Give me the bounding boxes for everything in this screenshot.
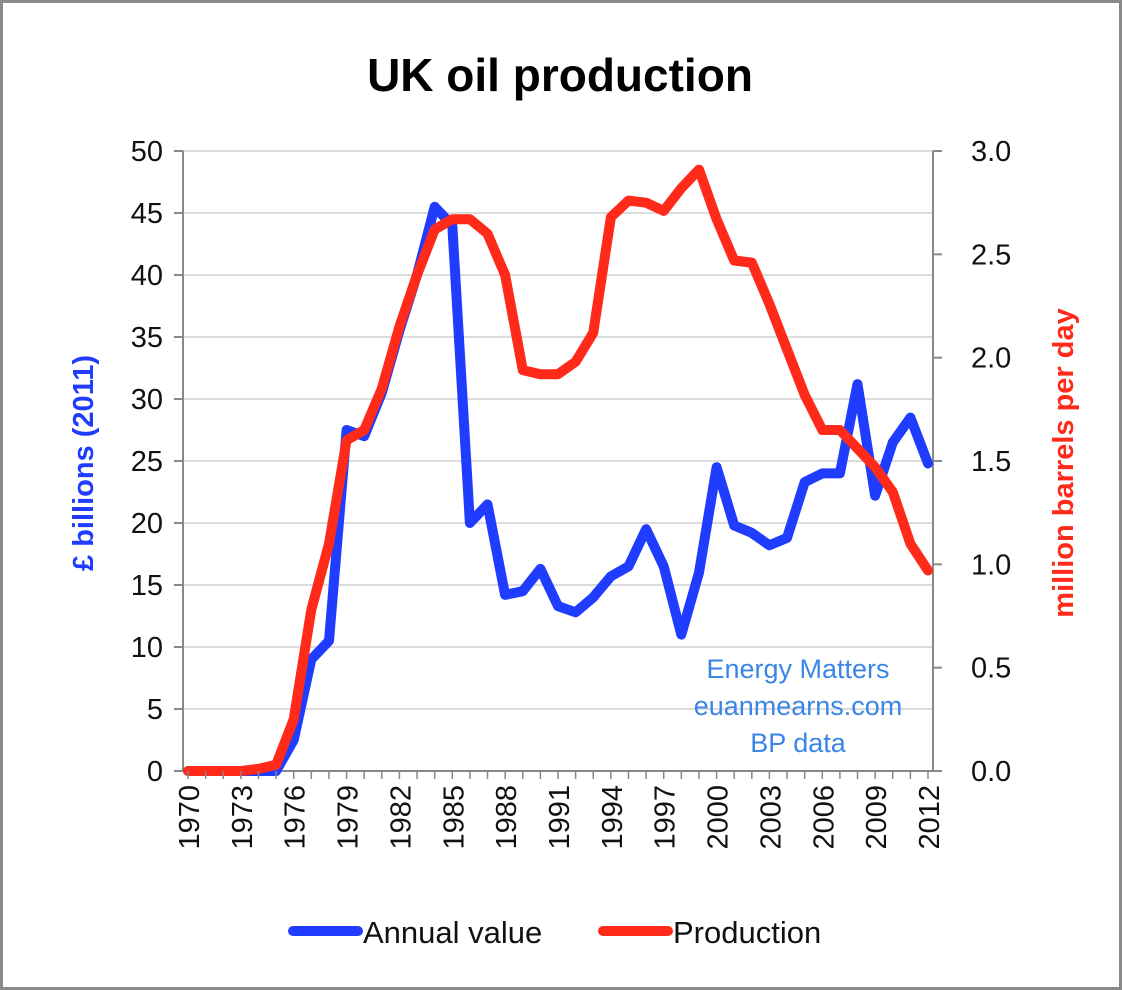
y-left-tick-label: 0 — [147, 756, 163, 788]
annotation-line: BP data — [750, 728, 847, 758]
annotation-line: Energy Matters — [706, 654, 889, 684]
production-line — [183, 164, 933, 776]
y-right-tick-label: 1.5 — [971, 446, 1011, 478]
x-tick-label: 1976 — [280, 785, 312, 850]
x-tick-label: 1982 — [385, 785, 417, 850]
y-left-ticks: 0 5 10 15 20 25 30 35 40 45 50 — [131, 136, 183, 788]
y-left-axis-label: £ billions (2011) — [68, 355, 100, 571]
y-left-tick-label: 10 — [131, 632, 163, 664]
x-tick-label: 1997 — [650, 785, 682, 850]
legend-label-annual-value: Annual value — [363, 915, 542, 950]
y-right-tick-label: 0.0 — [971, 756, 1011, 788]
x-tick-label: 1973 — [227, 785, 259, 850]
x-tick-label: 1985 — [438, 785, 470, 850]
y-right-tick-label: 2.5 — [971, 239, 1011, 271]
x-ticks: 1970 1973 1976 1979 1982 1985 1988 1991 1994 1997… — [174, 771, 946, 850]
x-tick-label: 1988 — [491, 785, 523, 850]
x-tick-label: 2006 — [808, 785, 840, 850]
annual-value-line — [183, 201, 933, 776]
y-right-tick-label: 2.0 — [971, 343, 1011, 375]
x-tick-label: 2009 — [861, 785, 893, 850]
x-tick-label: 1970 — [174, 785, 206, 850]
y-right-axis-label: million barrels per day — [1048, 308, 1080, 617]
y-right-tick-label: 3.0 — [971, 136, 1011, 168]
legend: Annual value Production — [288, 915, 821, 950]
x-tick-label: 2003 — [755, 785, 787, 850]
y-left-tick-label: 5 — [147, 694, 163, 726]
x-tick-label: 1994 — [597, 785, 629, 850]
x-tick-label: 1979 — [333, 785, 365, 850]
x-tick-label: 2012 — [914, 785, 946, 850]
y-left-tick-label: 15 — [131, 570, 163, 602]
y-left-tick-label: 25 — [131, 446, 163, 478]
y-right-tick-label: 1.0 — [971, 549, 1011, 581]
chart-canvas: UK oil production 0 5 10 15 20 25 30 35 40 45 50 0… — [68, 49, 1080, 950]
x-tick-label: 1991 — [544, 785, 576, 850]
y-left-tick-label: 40 — [131, 260, 163, 292]
chart-title: UK oil production — [367, 49, 753, 101]
y-left-tick-label: 20 — [131, 508, 163, 540]
y-left-tick-label: 50 — [131, 136, 163, 168]
y-right-ticks: 0.0 0.5 1.0 1.5 2.0 2.5 3.0 — [933, 136, 1011, 788]
source-annotation: Energy Matters euanmearns.com BP data — [694, 654, 903, 758]
legend-label-production: Production — [673, 915, 821, 950]
y-left-tick-label: 30 — [131, 384, 163, 416]
x-tick-label: 2000 — [703, 785, 735, 850]
y-left-tick-label: 45 — [131, 198, 163, 230]
y-right-tick-label: 0.5 — [971, 653, 1011, 685]
annotation-line: euanmearns.com — [694, 691, 903, 721]
series-layer — [183, 164, 933, 776]
y-left-tick-label: 35 — [131, 322, 163, 354]
